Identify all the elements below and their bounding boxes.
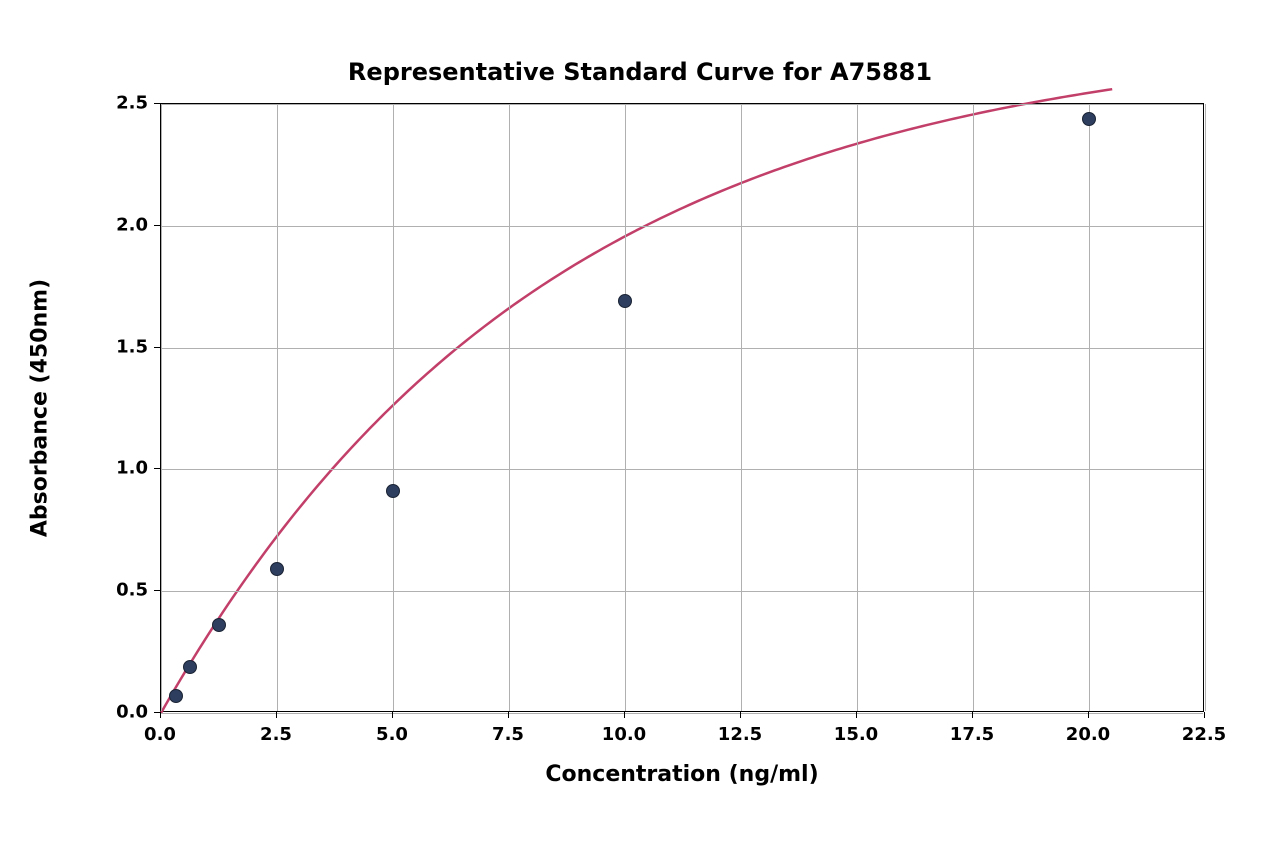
grid-line-vertical (741, 104, 742, 711)
grid-line-vertical (973, 104, 974, 711)
x-tick-mark (624, 712, 625, 718)
y-tick-mark (154, 347, 160, 348)
x-tick-label: 10.0 (602, 724, 646, 745)
y-tick-label: 1.5 (116, 336, 148, 357)
y-tick-mark (154, 712, 160, 713)
x-tick-label: 17.5 (950, 724, 994, 745)
grid-line-vertical (857, 104, 858, 711)
grid-line-vertical (1089, 104, 1090, 711)
x-axis-label: Concentration (ng/ml) (545, 762, 818, 787)
x-tick-mark (508, 712, 509, 718)
x-tick-mark (392, 712, 393, 718)
grid-line-vertical (161, 104, 162, 711)
fitted-curve (161, 89, 1112, 713)
data-point (618, 294, 632, 308)
x-tick-mark (1204, 712, 1205, 718)
grid-line-vertical (277, 104, 278, 711)
plot-area (160, 103, 1204, 712)
x-tick-label: 7.5 (492, 724, 524, 745)
x-tick-label: 5.0 (376, 724, 408, 745)
chart-title: Representative Standard Curve for A75881 (348, 58, 932, 86)
x-tick-label: 15.0 (834, 724, 878, 745)
x-tick-mark (1088, 712, 1089, 718)
grid-line-vertical (625, 104, 626, 711)
x-tick-mark (740, 712, 741, 718)
x-tick-mark (276, 712, 277, 718)
y-tick-mark (154, 103, 160, 104)
y-tick-label: 0.5 (116, 580, 148, 601)
curve-svg (161, 104, 1203, 711)
y-tick-label: 0.0 (116, 702, 148, 723)
y-tick-label: 2.5 (116, 93, 148, 114)
x-tick-label: 0.0 (144, 724, 176, 745)
data-point (183, 660, 197, 674)
grid-line-vertical (509, 104, 510, 711)
y-tick-mark (154, 590, 160, 591)
grid-line-horizontal (161, 348, 1203, 349)
y-axis-label: Absorbance (450nm) (28, 278, 53, 536)
chart-container: Representative Standard Curve for A75881… (0, 0, 1280, 845)
x-tick-label: 2.5 (260, 724, 292, 745)
y-tick-mark (154, 225, 160, 226)
y-tick-label: 2.0 (116, 214, 148, 235)
data-point (270, 562, 284, 576)
x-tick-mark (972, 712, 973, 718)
grid-line-horizontal (161, 226, 1203, 227)
grid-line-vertical (393, 104, 394, 711)
y-tick-label: 1.0 (116, 458, 148, 479)
grid-line-horizontal (161, 104, 1203, 105)
x-tick-label: 20.0 (1066, 724, 1110, 745)
x-tick-mark (856, 712, 857, 718)
data-point (1082, 112, 1096, 126)
grid-line-horizontal (161, 469, 1203, 470)
data-point (169, 689, 183, 703)
x-tick-label: 12.5 (718, 724, 762, 745)
data-point (386, 484, 400, 498)
grid-line-vertical (1205, 104, 1206, 711)
data-point (212, 618, 226, 632)
x-tick-mark (160, 712, 161, 718)
y-tick-mark (154, 468, 160, 469)
x-tick-label: 22.5 (1182, 724, 1226, 745)
grid-line-horizontal (161, 591, 1203, 592)
grid-line-horizontal (161, 713, 1203, 714)
